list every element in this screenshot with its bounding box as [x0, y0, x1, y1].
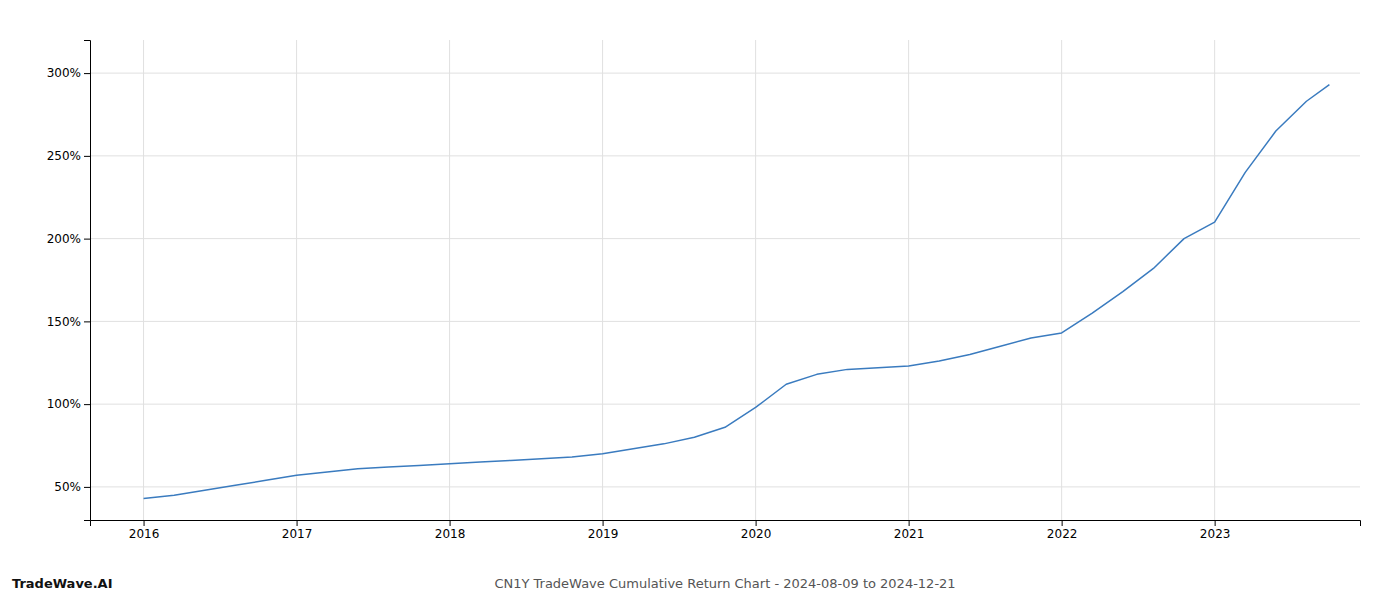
x-tick-label: 2018: [435, 527, 466, 541]
chart: 2016 2017 2018 2019 2020 2021 2022 2023 50% 100% 1…: [0, 0, 1400, 600]
y-tick-label: 150%: [47, 315, 81, 329]
y-tick: 300%: [47, 66, 90, 80]
grid-line: [143, 40, 144, 520]
grid-line: [1214, 40, 1215, 520]
grid-line: [90, 486, 1360, 487]
grid-line: [602, 40, 603, 520]
tick-mark: [84, 73, 90, 74]
line: [144, 85, 1330, 499]
y-tick-label: 250%: [47, 149, 81, 163]
y-tick-label: 200%: [47, 232, 81, 246]
tick-mark: [297, 520, 298, 526]
grid-line: [296, 40, 297, 520]
tick-mark: [144, 520, 145, 526]
y-tick-label: 300%: [47, 66, 81, 80]
tick-mark: [84, 156, 90, 157]
y-tick-label: 100%: [47, 397, 81, 411]
grid-line: [90, 155, 1360, 156]
tick-mark: [84, 487, 90, 488]
tick-mark: [84, 404, 90, 405]
x-tick: 2019: [588, 520, 619, 541]
tick-mark: [1062, 520, 1063, 526]
x-tick-label: 2016: [129, 527, 160, 541]
y-tick-label: 50%: [54, 480, 81, 494]
y-tick: 250%: [47, 149, 90, 163]
x-tick-label: 2019: [588, 527, 619, 541]
tick-mark: [1215, 520, 1216, 526]
x-tick-label: 2020: [741, 527, 772, 541]
tick-mark: [84, 239, 90, 240]
y-tick: 200%: [47, 232, 90, 246]
x-tick-label: 2021: [894, 527, 925, 541]
y-tick: 150%: [47, 315, 90, 329]
grid: [90, 40, 1360, 520]
grid-line: [755, 40, 756, 520]
grid-line: [90, 404, 1360, 405]
tick-mark: [603, 520, 604, 526]
series: [144, 85, 1330, 499]
y-axis: 50% 100% 150% 200% 250% 300%: [47, 41, 91, 521]
x-tick-label: 2022: [1047, 527, 1078, 541]
y-tick: 50%: [54, 480, 90, 494]
axis-line: [84, 41, 91, 521]
axis-line: [91, 521, 1361, 527]
x-tick: 2023: [1200, 520, 1231, 541]
grid-line: [90, 321, 1360, 322]
grid-line: [449, 40, 450, 520]
tick-mark: [450, 520, 451, 526]
plot-area: 2016 2017 2018 2019 2020 2021 2022 2023 50% 100% 1…: [47, 40, 1361, 541]
grid-line: [90, 238, 1360, 239]
watermark: TradeWave.AI: [12, 576, 113, 591]
y-tick: 100%: [47, 397, 90, 411]
tick-mark: [909, 520, 910, 526]
grid-line: [908, 40, 909, 520]
x-tick: 2018: [435, 520, 466, 541]
title: CN1Y TradeWave Cumulative Return Chart -…: [494, 576, 955, 591]
x-tick: 2022: [1047, 520, 1078, 541]
x-tick: 2020: [741, 520, 772, 541]
tick-mark: [756, 520, 757, 526]
x-tick: 2016: [129, 520, 160, 541]
x-tick: 2017: [282, 520, 313, 541]
tick-mark: [84, 321, 90, 322]
x-axis: 2016 2017 2018 2019 2020 2021 2022 2023: [91, 520, 1361, 541]
x-tick-label: 2017: [282, 527, 313, 541]
x-tick-label: 2023: [1200, 527, 1231, 541]
x-tick: 2021: [894, 520, 925, 541]
grid-line: [1061, 40, 1062, 520]
grid-line: [90, 73, 1360, 74]
